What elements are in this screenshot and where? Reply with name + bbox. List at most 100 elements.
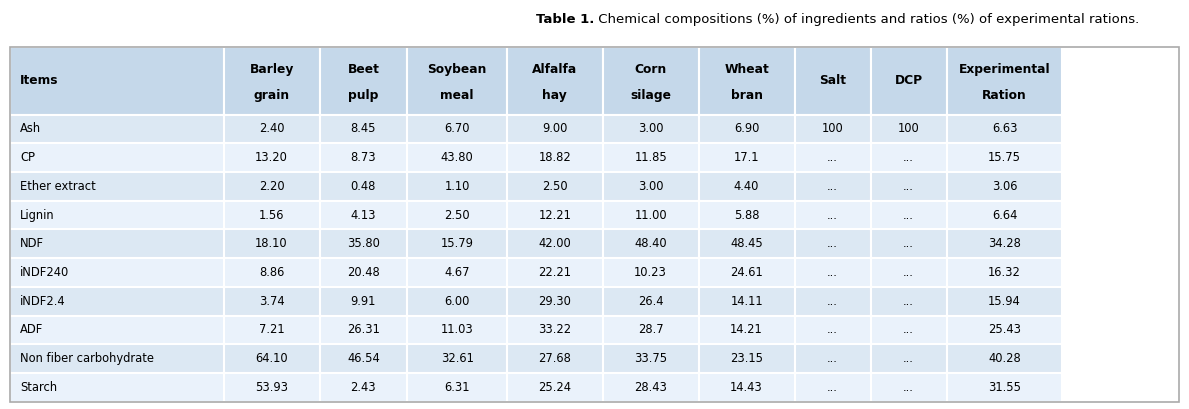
Bar [699,201,794,229]
Bar [507,373,603,402]
Bar [794,229,870,258]
Text: 6.90: 6.90 [734,122,760,135]
Text: silage: silage [630,89,671,102]
Bar [507,201,603,229]
Text: 24.61: 24.61 [730,266,763,279]
Bar [699,373,794,402]
Text: 33.75: 33.75 [634,352,667,365]
Text: Ether extract: Ether extract [20,180,96,193]
Text: NDF: NDF [20,237,44,250]
Text: DCP: DCP [894,74,923,87]
Text: 18.82: 18.82 [539,151,571,164]
Bar [946,115,1063,143]
Bar [870,373,946,402]
Text: 9.91: 9.91 [351,294,376,308]
Bar [10,344,224,373]
Text: 33.22: 33.22 [539,324,571,336]
Bar [946,258,1063,287]
Text: 1.56: 1.56 [259,209,284,222]
Text: hay: hay [542,89,567,102]
Text: 64.10: 64.10 [256,352,288,365]
Text: grain: grain [253,89,290,102]
Text: 9.00: 9.00 [542,122,567,135]
Bar [408,315,507,344]
Bar [794,258,870,287]
Bar [946,229,1063,258]
Bar [794,373,870,402]
Bar [946,201,1063,229]
Bar [699,344,794,373]
Bar [699,229,794,258]
Text: Beet: Beet [347,63,379,76]
Text: ...: ... [828,294,838,308]
Text: 4.40: 4.40 [734,180,760,193]
Text: 8.86: 8.86 [259,266,284,279]
Bar [603,373,699,402]
Bar [10,47,224,115]
Bar [320,201,408,229]
Bar [224,143,320,172]
Text: 5.88: 5.88 [734,209,760,222]
Text: ...: ... [904,294,914,308]
Bar [794,315,870,344]
Text: Soybean: Soybean [427,63,486,76]
Bar [408,115,507,143]
Text: 3.06: 3.06 [992,180,1018,193]
Text: Corn: Corn [635,63,667,76]
Bar [10,315,224,344]
Bar [946,143,1063,172]
Bar [870,115,946,143]
Bar [224,315,320,344]
Text: ...: ... [828,324,838,336]
Text: Wheat: Wheat [724,63,769,76]
Bar [10,287,224,315]
Bar [408,229,507,258]
Text: meal: meal [440,89,473,102]
Text: 13.20: 13.20 [256,151,288,164]
Text: 34.28: 34.28 [988,237,1021,250]
Text: Alfalfa: Alfalfa [533,63,578,76]
Bar [794,115,870,143]
Bar [946,315,1063,344]
Bar [320,229,408,258]
Text: 31.55: 31.55 [988,381,1021,394]
Text: ...: ... [828,209,838,222]
Bar [946,287,1063,315]
Bar [699,315,794,344]
Bar [870,229,946,258]
Text: 6.00: 6.00 [445,294,470,308]
Text: 16.32: 16.32 [988,266,1021,279]
Bar [507,229,603,258]
Bar [603,143,699,172]
Text: 11.03: 11.03 [441,324,473,336]
Text: 2.43: 2.43 [351,381,376,394]
Text: 2.50: 2.50 [542,180,567,193]
Text: 11.85: 11.85 [634,151,667,164]
Text: iNDF240: iNDF240 [20,266,69,279]
Bar [224,47,320,115]
Text: ...: ... [904,237,914,250]
Text: 53.93: 53.93 [256,381,288,394]
Text: 42.00: 42.00 [539,237,571,250]
Bar [320,115,408,143]
Text: ...: ... [904,266,914,279]
Text: Items: Items [20,74,58,87]
Text: 6.31: 6.31 [445,381,470,394]
Text: 4.13: 4.13 [351,209,376,222]
Bar [10,373,224,402]
Bar [320,287,408,315]
Text: ADF: ADF [20,324,44,336]
Bar [507,287,603,315]
Text: 3.00: 3.00 [638,122,663,135]
Bar [699,143,794,172]
Text: Ash: Ash [20,122,42,135]
Bar [794,201,870,229]
Bar [320,373,408,402]
Text: 23.15: 23.15 [730,352,763,365]
Text: 3.00: 3.00 [638,180,663,193]
Text: 20.48: 20.48 [347,266,379,279]
Text: 14.21: 14.21 [730,324,763,336]
Bar [224,258,320,287]
Bar [870,143,946,172]
Text: 27.68: 27.68 [539,352,571,365]
